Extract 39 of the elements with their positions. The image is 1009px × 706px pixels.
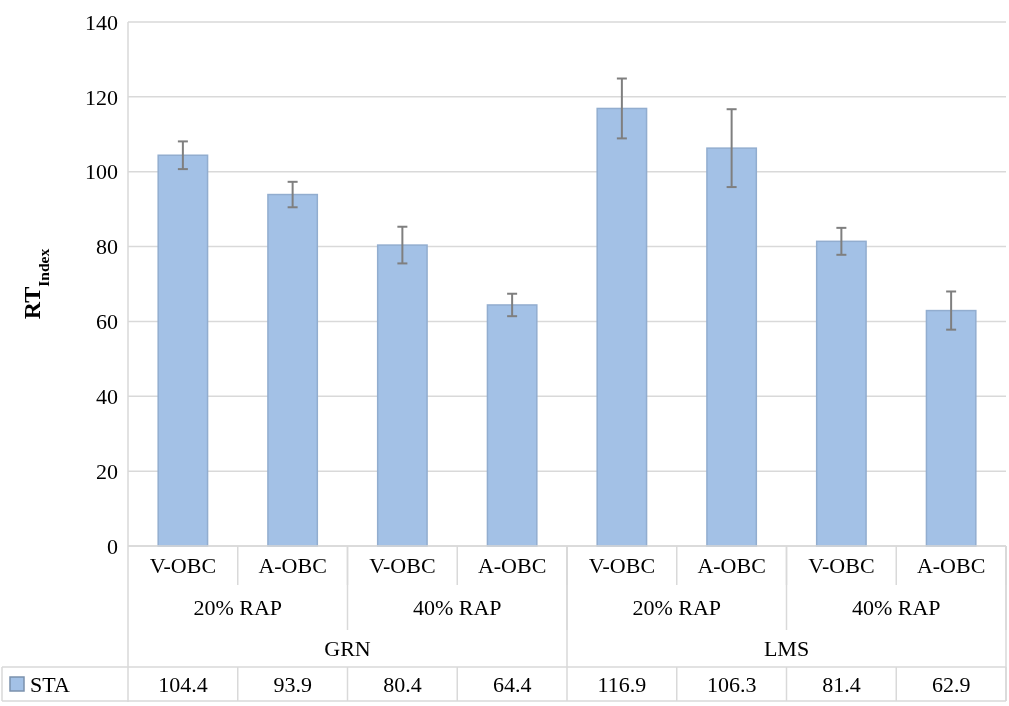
bar	[486, 304, 538, 547]
y-tick-label: 120	[85, 84, 118, 110]
y-tick-label: 100	[85, 159, 118, 185]
text: GRN	[324, 636, 371, 662]
data-label: 116.9	[597, 671, 647, 697]
x-tick-label: A-OBC	[916, 553, 986, 579]
data-label: 104.4	[158, 671, 208, 697]
data-label: 62.9	[931, 671, 971, 697]
x-tick-label: V-OBC	[369, 553, 436, 579]
y-tick-label: 60	[96, 309, 118, 335]
data-label: 93.9	[273, 671, 312, 697]
text: 20% RAP	[193, 595, 283, 621]
text: 40% RAP	[851, 595, 941, 621]
data-label: 106.3	[706, 671, 757, 697]
x-tick-label: V-OBC	[588, 553, 656, 579]
data-label: 64.4	[492, 671, 532, 697]
y-tick-label: 80	[96, 234, 118, 260]
data-label: 80.4	[383, 671, 422, 697]
bar	[925, 309, 977, 547]
y-tick-label: 40	[96, 383, 118, 409]
y-tick-label: 20	[96, 458, 118, 484]
bar	[815, 240, 867, 547]
x-tick-label: V-OBC	[149, 553, 217, 579]
y-tick-label: 140	[85, 9, 118, 35]
y-tick-label: 0	[107, 533, 118, 559]
text: LMS	[763, 636, 810, 662]
bar	[267, 193, 319, 547]
x-tick-label: A-OBC	[258, 553, 327, 579]
text: 20% RAP	[632, 595, 722, 621]
legend-label: STA	[30, 671, 70, 697]
x-tick-label: A-OBC	[477, 553, 547, 579]
bar	[596, 107, 648, 547]
data-label: 81.4	[822, 671, 861, 697]
bar	[376, 244, 428, 547]
x-tick-label: V-OBC	[808, 553, 875, 579]
bar	[157, 154, 209, 547]
x-tick-label: A-OBC	[697, 553, 766, 579]
text: 40% RAP	[412, 595, 502, 621]
bar	[706, 147, 758, 547]
